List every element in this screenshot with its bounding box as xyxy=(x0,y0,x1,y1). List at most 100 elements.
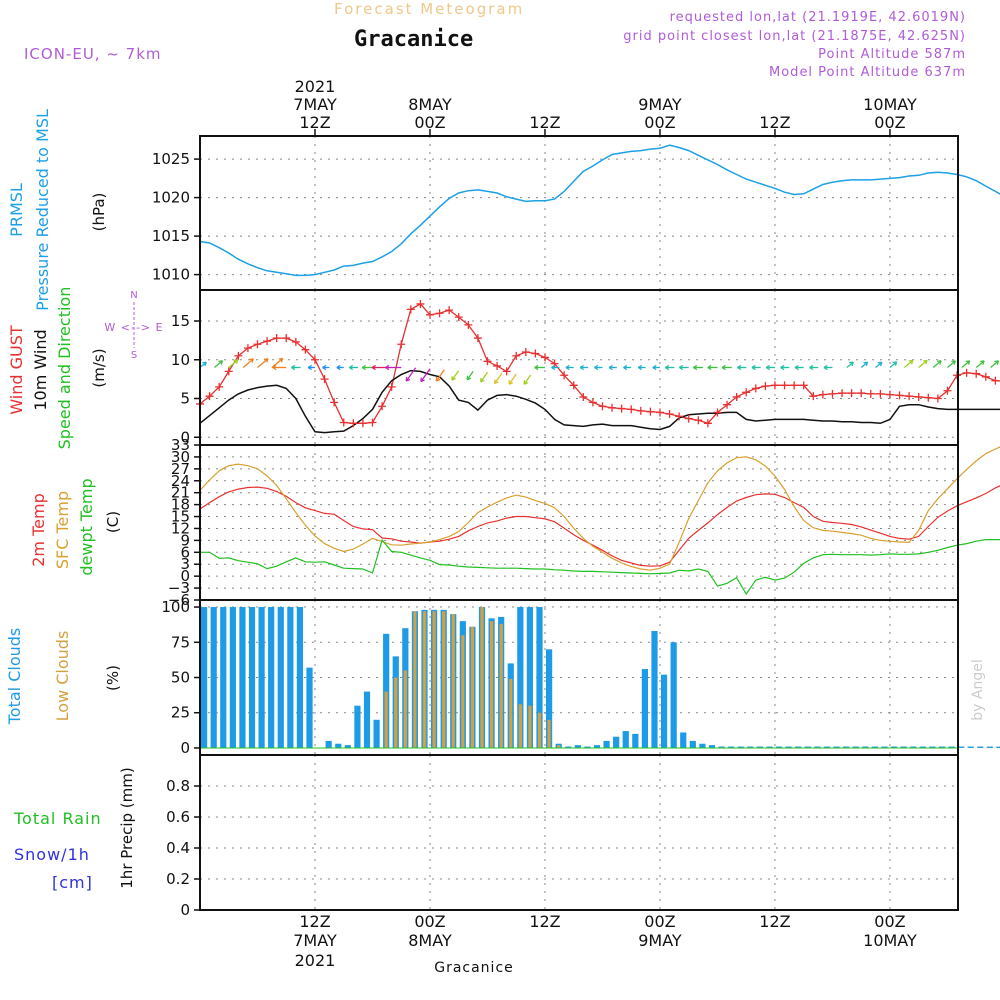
top-day-label: 8MAY xyxy=(408,95,452,114)
y-tick-label: 30 xyxy=(171,448,190,466)
wind-line xyxy=(199,369,1000,434)
total-cloud-bar xyxy=(248,607,256,748)
total-cloud-bar xyxy=(201,607,208,748)
gust-marker xyxy=(751,384,760,393)
wind-arrow-head xyxy=(322,364,327,371)
wind-arrow-head xyxy=(951,360,956,365)
wind-arrow-head xyxy=(994,360,1000,365)
wind-direction-arrow xyxy=(860,361,868,368)
total-cloud-bar xyxy=(689,740,696,748)
gust-marker xyxy=(291,337,300,346)
compass-n: N xyxy=(130,290,137,301)
wind-gust-label: Wind GUST xyxy=(7,325,26,415)
gust-marker xyxy=(646,407,655,416)
wind-arrow-head xyxy=(965,360,971,365)
low-cloud-bar xyxy=(480,607,484,748)
gust-marker xyxy=(215,382,224,391)
low-cloud-bar xyxy=(537,712,542,748)
snow-label: Snow/1h xyxy=(14,845,90,864)
bottom-day-label: 9MAY xyxy=(638,931,682,950)
wind-arrow-head xyxy=(794,364,799,371)
low-cloud-bar xyxy=(518,704,522,748)
total-cloud-bar xyxy=(699,743,706,748)
wind-direction-arrow xyxy=(494,372,503,384)
data-layer xyxy=(196,144,1000,749)
wind-arrow-head xyxy=(361,364,366,371)
wind-direction-arrow xyxy=(199,361,207,368)
top-hour-label: 12Z xyxy=(299,113,330,132)
total-cloud-bar xyxy=(565,746,572,748)
y-tick-label: −6 xyxy=(168,591,190,609)
total-cloud-bar xyxy=(306,667,313,748)
gust-marker xyxy=(675,412,684,421)
y-tick-label: 15 xyxy=(171,508,190,526)
top-year-label: 2021 xyxy=(295,77,336,96)
gust-marker xyxy=(962,368,971,377)
wind-arrow-head xyxy=(908,359,914,365)
total-cloud-bar xyxy=(574,745,581,748)
bottom-day-label: 10MAY xyxy=(863,931,917,950)
gust-marker xyxy=(502,367,511,376)
dewpt-line xyxy=(200,538,1000,596)
wind-arrow-head xyxy=(565,364,570,371)
watermark: by Angel xyxy=(970,659,986,720)
total-cloud-bar xyxy=(804,746,811,748)
footer-location: Gracanice xyxy=(434,960,514,976)
gust-marker xyxy=(857,389,866,398)
wind-arrow-head xyxy=(809,364,814,371)
wind-direction-arrow xyxy=(523,374,532,385)
wind-arrow-head xyxy=(466,375,472,381)
clouds-unit: (%) xyxy=(104,665,122,691)
top-hour-label: 12Z xyxy=(529,113,560,132)
t2m-label: 2m Temp xyxy=(29,493,48,567)
y-tick-label: 0 xyxy=(180,901,190,919)
gust-marker xyxy=(512,351,521,360)
bottom-year-label: 2021 xyxy=(295,951,336,970)
wind-direction-arrow xyxy=(451,370,460,381)
top-hour-label: 00Z xyxy=(414,113,445,132)
wind-arrow-head xyxy=(892,361,898,366)
total-cloud-bar xyxy=(545,649,553,748)
wind-arrow-head xyxy=(665,364,670,371)
total-cloud-bar xyxy=(708,745,716,748)
gust-marker xyxy=(780,381,789,390)
gust-marker xyxy=(684,414,693,423)
wind-arrow-head xyxy=(937,360,942,365)
gust-marker xyxy=(732,392,741,401)
wind-arrow-head xyxy=(385,364,390,371)
gust-marker xyxy=(521,348,530,356)
total-cloud-bar xyxy=(958,746,965,748)
gust-marker xyxy=(320,375,329,384)
y-tick-label: 15 xyxy=(171,312,190,330)
total-cloud-bar xyxy=(603,740,610,748)
wind-direction-arrow xyxy=(975,360,985,368)
low-cloud-bar xyxy=(384,691,388,748)
point-altitude: Point Altitude 587m xyxy=(818,47,966,62)
gust-marker xyxy=(799,381,808,390)
total-cloud-bar xyxy=(890,746,898,748)
total-cloud-bar xyxy=(795,746,802,748)
gust-marker xyxy=(445,306,454,315)
total-cloud-bar xyxy=(948,746,955,748)
low-cloud-bar xyxy=(394,677,398,748)
wind-arrow-head xyxy=(877,361,883,367)
sfc-temp-label: SFC Temp xyxy=(53,491,72,569)
low-cloud-bar xyxy=(470,626,475,748)
total-cloud-bar xyxy=(613,736,620,748)
gust-marker xyxy=(224,367,233,376)
top-day-label: 9MAY xyxy=(638,95,682,114)
gust-marker xyxy=(368,418,377,427)
y-tick-label: 50 xyxy=(171,669,190,687)
total-cloud-bar xyxy=(967,746,974,748)
total-cloud-bar xyxy=(929,746,936,748)
total-cloud-bar xyxy=(881,746,888,748)
wind-arrow-head xyxy=(678,364,684,371)
gust-marker xyxy=(310,355,319,364)
gust-marker xyxy=(876,389,885,398)
top-day-label: 10MAY xyxy=(863,95,917,114)
total-cloud-bar xyxy=(373,719,380,748)
total-cloud-bar xyxy=(986,746,993,748)
gust-marker xyxy=(598,402,607,411)
total-cloud-bar xyxy=(785,746,792,748)
pressure-line xyxy=(199,144,1000,277)
